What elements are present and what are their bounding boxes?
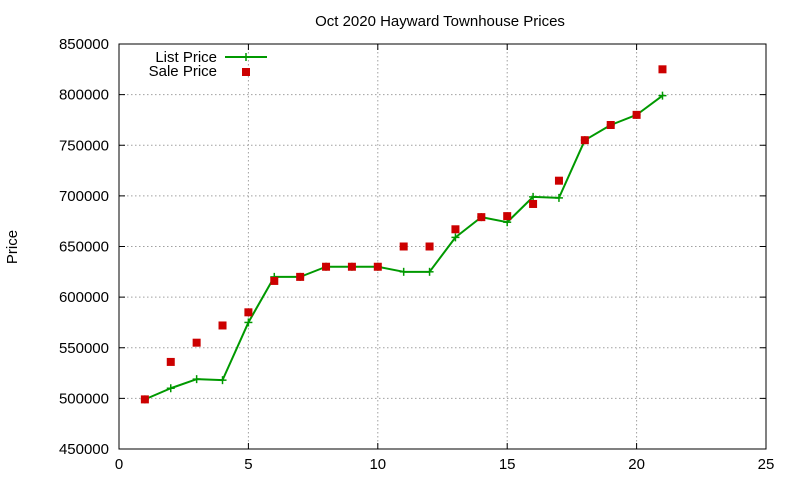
- legend-label-sale-price: Sale Price: [149, 63, 217, 80]
- axis-ticks: 0 5 10 15 20 25 450000 500000 550000 600000 650000…: [59, 36, 774, 473]
- y-axis-label: Price: [4, 230, 21, 264]
- sale-price-point: [347, 262, 356, 271]
- x-tick-label: 10: [369, 456, 386, 473]
- list-price-point: [244, 318, 253, 327]
- x-tick-label: 25: [758, 456, 775, 473]
- sale-price-point: [477, 213, 486, 222]
- sale-price-point: [451, 225, 460, 234]
- x-tick-label: 5: [244, 456, 252, 473]
- list-price-point: [658, 91, 667, 100]
- x-tick-label: 15: [499, 456, 516, 473]
- sale-price-point: [322, 262, 331, 271]
- legend-marker-sale-price: [242, 68, 250, 76]
- sale-price-point: [140, 395, 149, 404]
- x-tick-label: 0: [115, 456, 123, 473]
- sale-price-point: [192, 338, 201, 347]
- sale-price-point: [554, 176, 563, 185]
- sale-price-point: [218, 321, 227, 330]
- list-price-point: [529, 192, 538, 201]
- y-tick-label: 800000: [59, 87, 109, 104]
- legend: List Price Sale Price: [149, 49, 267, 80]
- sale-price-point: [529, 199, 538, 208]
- list-price-point: [399, 267, 408, 276]
- sale-price-point: [270, 276, 279, 285]
- sale-price-point: [580, 136, 589, 145]
- legend-label-list-price: List Price: [155, 49, 217, 66]
- list-price-point: [425, 267, 434, 276]
- list-price-point: [166, 384, 175, 393]
- sale-price-point: [373, 262, 382, 271]
- list-price-point: [192, 375, 201, 384]
- x-tick-label: 20: [628, 456, 645, 473]
- list-price-point: [218, 376, 227, 385]
- y-tick-label: 750000: [59, 137, 109, 154]
- chart-title: Oct 2020 Hayward Townhouse Prices: [315, 13, 565, 30]
- legend-marker-list-price: [242, 53, 250, 61]
- y-tick-label: 700000: [59, 188, 109, 205]
- sale-price-point: [244, 308, 253, 317]
- sale-price-point: [296, 272, 305, 281]
- sale-price-point: [399, 242, 408, 251]
- y-tick-label: 500000: [59, 390, 109, 407]
- y-tick-label: 650000: [59, 239, 109, 256]
- sale-price-point: [425, 242, 434, 251]
- list-price-point: [451, 233, 460, 242]
- y-tick-label: 450000: [59, 441, 109, 458]
- sale-price-point: [632, 110, 641, 119]
- sale-price-point: [166, 357, 175, 366]
- sale-price-point: [503, 212, 512, 221]
- y-tick-label: 850000: [59, 36, 109, 53]
- list-price-point: [554, 193, 563, 202]
- y-tick-label: 600000: [59, 289, 109, 306]
- series-sale-price: [140, 65, 667, 404]
- sale-price-point: [606, 121, 615, 129]
- y-tick-label: 550000: [59, 340, 109, 357]
- data-series: [140, 65, 667, 404]
- sale-price-point: [658, 65, 667, 74]
- grid: [119, 44, 766, 449]
